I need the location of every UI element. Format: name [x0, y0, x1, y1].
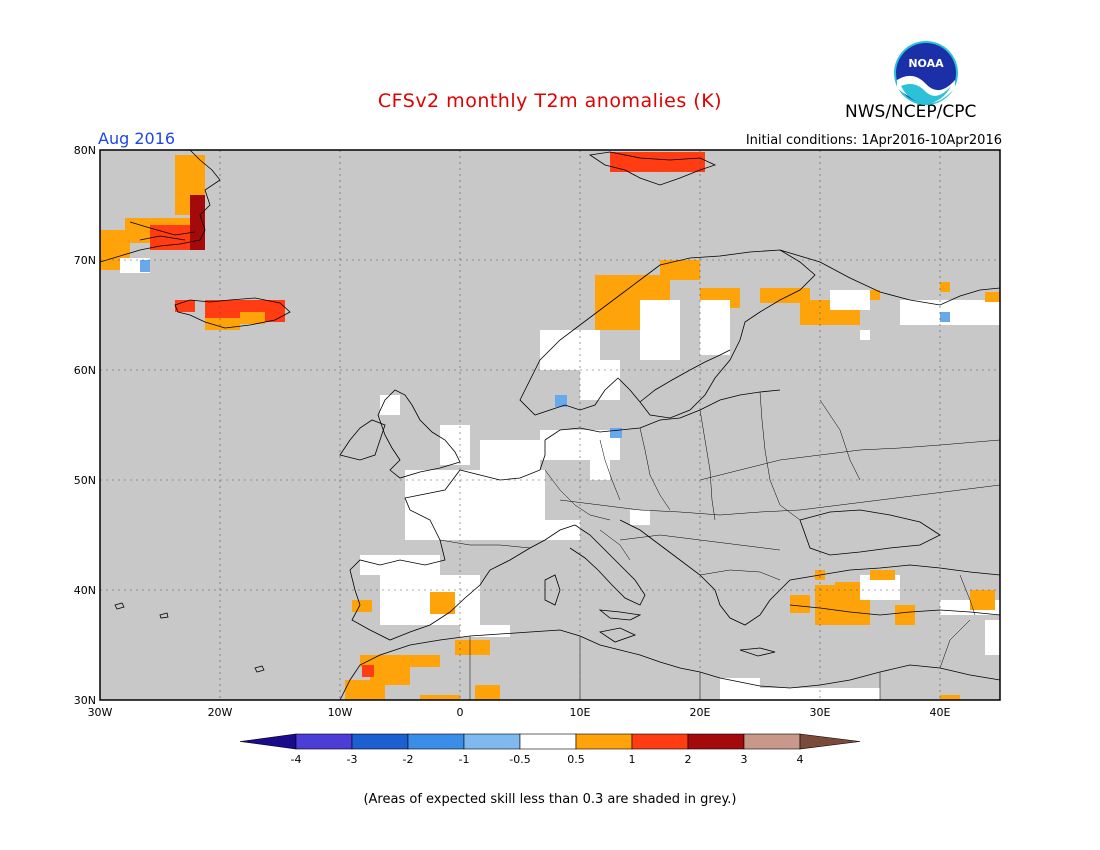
anomaly-cell — [440, 425, 470, 465]
lon-label: 10W — [328, 706, 353, 719]
anomaly-cell — [430, 592, 455, 614]
anomaly-cell — [345, 680, 385, 700]
anomaly-cell — [480, 440, 540, 470]
anomaly-cell — [150, 225, 195, 250]
anomaly-cells — [100, 152, 1000, 700]
lat-label: 50N — [74, 474, 96, 487]
colorbar-segment — [687, 733, 745, 750]
anomaly-cell — [720, 678, 760, 700]
anomaly-cell — [475, 685, 500, 700]
colorbar-segment — [295, 733, 353, 750]
lon-label: 30E — [810, 706, 831, 719]
anomaly-cell — [190, 195, 205, 250]
anomaly-cell — [985, 620, 1000, 655]
anomaly-cell — [140, 260, 150, 272]
anomaly-cell — [352, 600, 372, 612]
lat-label: 40N — [74, 584, 96, 597]
lon-label: 40E — [930, 706, 951, 719]
anomaly-cell — [940, 282, 950, 292]
logo-text: NOAA — [908, 57, 944, 70]
colorbar-tick-label: -1 — [459, 753, 470, 766]
anomaly-cell — [362, 665, 374, 677]
anomaly-cell — [555, 395, 567, 407]
colorbar-tick-label: -0.5 — [509, 753, 530, 766]
anomaly-cell — [870, 290, 880, 300]
agency-label: NWS/NCEP/CPC — [845, 102, 977, 122]
forecast-month: Aug 2016 — [98, 129, 176, 148]
colorbar-segment — [351, 733, 409, 750]
noaa-logo: NOAA — [894, 41, 958, 105]
colorbar-tick-label: 1 — [629, 753, 636, 766]
lon-label: 0 — [457, 706, 464, 719]
country-borders — [439, 391, 1001, 700]
colorbar-tick-label: -3 — [347, 753, 358, 766]
anomaly-cell — [870, 570, 895, 580]
lat-label: 60N — [74, 364, 96, 377]
anomaly-cell — [860, 330, 870, 340]
map-frame — [99, 149, 1001, 701]
anomaly-cell — [590, 460, 610, 480]
anomaly-cell — [580, 360, 620, 400]
latitude-labels: 80N 70N 60N 50N 40N 30N — [74, 144, 96, 707]
colorbar-arrow-left — [239, 733, 297, 750]
colorbar-segment — [463, 733, 521, 750]
colorbar-arrow-right — [799, 733, 861, 750]
colorbar-segment — [519, 733, 577, 750]
colorbar-segment — [743, 733, 801, 750]
colorbar-segment — [575, 733, 633, 750]
anomaly-cell — [940, 312, 950, 322]
graticule — [100, 150, 1000, 700]
colorbar-tick-label: -2 — [403, 753, 414, 766]
anomaly-cell — [520, 520, 580, 540]
lon-label: 10E — [570, 706, 591, 719]
footnote: (Areas of expected skill less than 0.3 a… — [363, 792, 737, 807]
anomaly-cell — [760, 288, 810, 303]
lon-label: 30W — [88, 706, 113, 719]
anomaly-cell — [610, 428, 622, 438]
colorbar-segment — [631, 733, 689, 750]
anomaly-cell — [640, 300, 680, 360]
longitude-labels: 30W 20W 10W 0 10E 20E 30E 40E — [88, 706, 951, 719]
anomaly-cell — [240, 312, 265, 324]
anomaly-cell — [760, 688, 880, 700]
colorbar-tick-labels: -4 -3 -2 -1 -0.5 0.5 1 2 3 4 — [291, 753, 804, 766]
lat-label: 80N — [74, 144, 96, 157]
anomaly-cell — [700, 300, 730, 355]
anomaly-cell — [895, 605, 915, 625]
colorbar-tick-label: 2 — [685, 753, 692, 766]
anomaly-cell — [970, 590, 995, 610]
anomaly-cell — [420, 695, 460, 700]
lat-label: 30N — [74, 694, 96, 707]
colorbar-tick-label: 4 — [797, 753, 804, 766]
initial-conditions: Initial conditions: 1Apr2016-10Apr2016 — [745, 133, 1002, 148]
anomaly-cell — [455, 640, 490, 655]
anomaly-cell — [360, 555, 440, 575]
anomaly-cell — [360, 655, 440, 667]
anomaly-cell — [830, 290, 870, 310]
anomaly-cell — [630, 510, 650, 525]
map-title: CFSv2 monthly T2m anomalies (K) — [377, 90, 723, 112]
anomaly-cell — [790, 595, 810, 613]
anomaly-cell — [660, 260, 700, 280]
anomaly-cell — [985, 292, 1000, 302]
anomaly-cell — [940, 695, 960, 700]
colorbar-segment — [407, 733, 465, 750]
colorbar-tick-label: 3 — [741, 753, 748, 766]
lon-label: 20W — [208, 706, 233, 719]
lon-label: 20E — [690, 706, 711, 719]
lat-label: 70N — [74, 254, 96, 267]
colorbar-tick-label: 0.5 — [567, 753, 585, 766]
colorbar-tick-label: -4 — [291, 753, 302, 766]
